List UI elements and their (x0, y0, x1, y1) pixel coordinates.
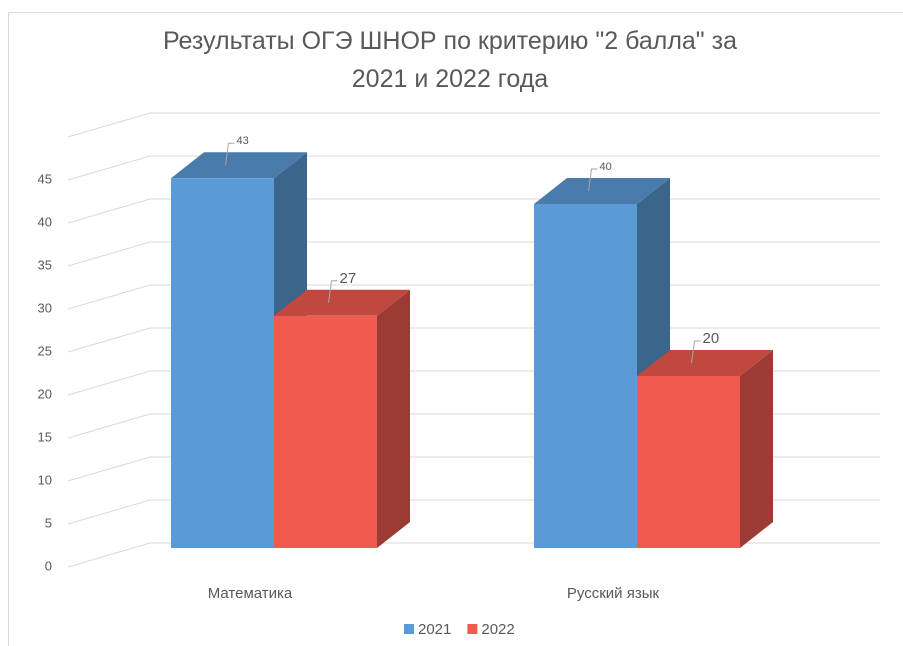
leader-line (225, 142, 235, 166)
y-tick-label: 30 (38, 300, 52, 315)
chart-title: Результаты ОГЭ ШНОР по критерию "2 балла… (162, 27, 737, 93)
data-label: 27 (340, 270, 357, 287)
legend-swatch (467, 624, 478, 634)
legend-label: 2022 (481, 621, 514, 638)
bar-top (534, 178, 670, 204)
bar (171, 178, 274, 548)
bar-top (171, 152, 307, 179)
legend-label: 2021 (418, 621, 451, 638)
x-tick-label: Русский язык (567, 585, 660, 602)
bar (534, 204, 637, 548)
y-tick-label: 45 (38, 171, 52, 186)
leader-line (328, 280, 338, 303)
y-tick-label: 5 (45, 515, 52, 530)
y-tick-label: 25 (38, 343, 52, 358)
bar (274, 315, 377, 548)
leader-line (691, 340, 701, 364)
legend-swatch (404, 624, 414, 634)
leader-line (588, 168, 598, 192)
y-tick-label: 40 (38, 214, 52, 229)
grid-line (67, 155, 880, 181)
wall-edge (67, 112, 880, 138)
y-tick-label: 20 (38, 386, 52, 401)
data-label: 43 (237, 135, 249, 147)
y-tick-label: 15 (38, 429, 52, 444)
chart-border (8, 12, 903, 646)
x-tick-label: Математика (208, 585, 293, 602)
bar-side (377, 289, 410, 548)
data-label: 20 (703, 330, 720, 347)
y-tick-label: 0 (45, 558, 52, 573)
bar-top (637, 350, 773, 376)
bar (637, 376, 740, 548)
y-tick-label: 35 (38, 257, 52, 272)
bar-side (740, 350, 773, 548)
y-tick-label: 10 (38, 472, 52, 487)
data-label: 40 (600, 161, 612, 173)
bar-top (274, 289, 410, 316)
